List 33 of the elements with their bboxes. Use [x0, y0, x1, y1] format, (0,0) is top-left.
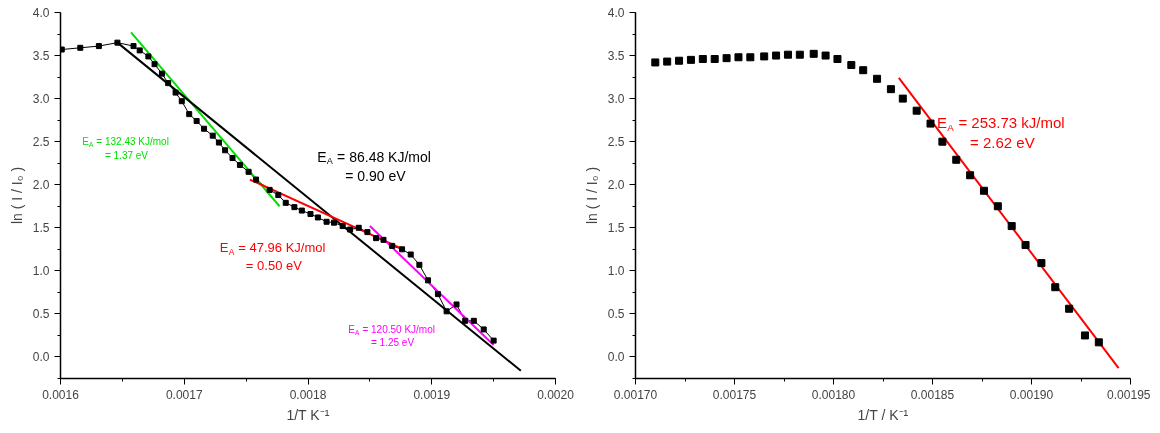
x-tick-label: 0.00195: [1107, 387, 1151, 402]
x-axis-title: 1/T K⁻¹: [286, 406, 330, 423]
y-tick-label: 0.0: [32, 350, 50, 365]
y-tick-label: 2.5: [607, 135, 625, 150]
y-tick-label: 0.0: [607, 350, 625, 365]
y-tick-label: 2.0: [32, 178, 50, 193]
y-tick-label: 1.0: [607, 264, 625, 279]
x-tick-label: 0.00170: [613, 387, 658, 402]
x-tick-label: 0.0020: [537, 387, 575, 402]
y-tick-label: 2.5: [32, 135, 50, 150]
y-tick-label: 3.5: [32, 49, 50, 64]
y-tick-label: 4.0: [607, 6, 625, 20]
x-tick-label: 0.0019: [413, 387, 451, 402]
x-tick-label: 0.00175: [712, 387, 757, 402]
x-tick-label: 0.0018: [289, 387, 327, 402]
y-tick-label: 2.0: [607, 178, 625, 193]
x-tick-label: 0.00190: [1009, 387, 1054, 402]
x-tick-label: 0.0017: [165, 387, 203, 402]
y-tick-label: 1.0: [32, 264, 50, 279]
y-tick-label: 4.0: [32, 6, 50, 20]
y-tick-label: 1.5: [32, 221, 50, 236]
y-tick-label: 3.5: [607, 49, 625, 64]
y-axis-title: ln ( I / I₀ ): [583, 166, 600, 225]
y-axis-title: ln ( I / I₀ ): [8, 166, 25, 225]
x-axis-title: 1/T / K⁻¹: [857, 406, 909, 423]
y-tick-label: 1.5: [607, 221, 625, 236]
y-tick-label: 0.5: [32, 307, 50, 322]
x-tick-label: 0.00180: [811, 387, 856, 402]
y-tick-label: 3.0: [32, 92, 50, 107]
y-tick-label: 0.5: [607, 307, 625, 322]
x-tick-label: 0.00185: [910, 387, 955, 402]
y-tick-label: 3.0: [607, 92, 625, 107]
x-tick-label: 0.0016: [42, 387, 80, 402]
